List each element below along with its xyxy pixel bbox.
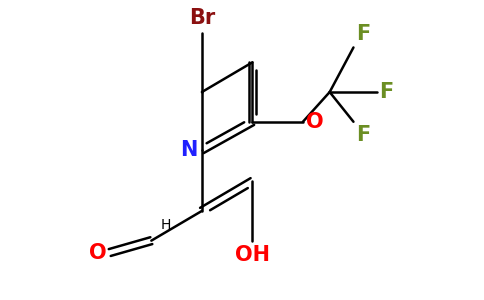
Text: F: F bbox=[356, 25, 370, 44]
Text: Br: Br bbox=[189, 8, 215, 28]
Text: F: F bbox=[379, 82, 394, 102]
Text: F: F bbox=[356, 125, 370, 145]
Text: OH: OH bbox=[235, 245, 270, 265]
Text: H: H bbox=[160, 218, 171, 232]
Text: N: N bbox=[180, 140, 197, 160]
Text: O: O bbox=[89, 242, 107, 262]
Text: O: O bbox=[306, 112, 323, 132]
